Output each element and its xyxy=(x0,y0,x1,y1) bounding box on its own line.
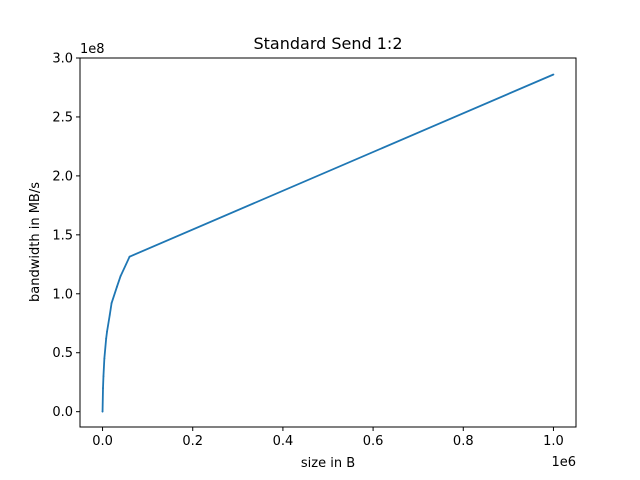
series-point xyxy=(128,255,131,258)
series-point xyxy=(103,357,106,360)
y-axis-offset-label: 1e8 xyxy=(80,42,105,57)
series-point xyxy=(102,387,104,389)
series-point xyxy=(105,337,108,340)
series-point xyxy=(101,410,104,413)
axis-ticks: 0.0 0.2 0.4 0.6 0.8 1.0 0.0 0.5 1.0 1.5 2.0 2.5 3.0 xyxy=(52,52,563,450)
y-tick-label: 1.5 xyxy=(52,228,73,243)
x-axis-offset-label: 1e6 xyxy=(551,455,576,470)
series-point xyxy=(116,285,118,288)
y-tick-label: 2.0 xyxy=(52,169,73,184)
y-axis-label: bandwidth in MB/s xyxy=(28,182,43,302)
y-tick-label: 2.5 xyxy=(52,110,73,125)
series-point xyxy=(102,375,105,378)
series-point xyxy=(552,73,555,76)
series-point xyxy=(119,275,122,277)
x-tick-label: 0.0 xyxy=(92,434,113,449)
series-point xyxy=(106,330,108,333)
series-point xyxy=(110,302,113,305)
plot-series xyxy=(101,73,555,413)
y-tick-label: 3.0 xyxy=(52,52,73,67)
x-tick-label: 0.2 xyxy=(182,434,203,449)
x-tick-label: 0.6 xyxy=(363,434,384,449)
x-tick-label: 0.8 xyxy=(453,434,474,449)
y-tick-label: 0.0 xyxy=(52,405,73,420)
series-line xyxy=(101,73,554,412)
y-tick-label: 0.5 xyxy=(52,346,73,361)
x-tick-label: 1.0 xyxy=(543,434,564,449)
plot-area-frame xyxy=(79,57,577,428)
x-tick-label: 0.4 xyxy=(273,434,294,449)
x-axis-label: size in B xyxy=(301,456,355,471)
chart-title: Standard Send 1:2 xyxy=(253,34,402,53)
y-tick-label: 1.0 xyxy=(52,287,73,302)
series-point xyxy=(108,314,111,316)
